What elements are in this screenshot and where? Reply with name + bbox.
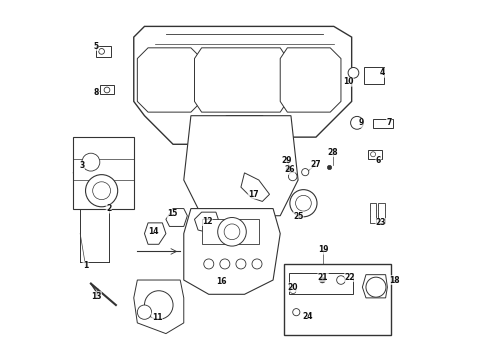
Text: 6: 6 <box>375 156 380 165</box>
Bar <box>378 203 384 223</box>
Circle shape <box>104 87 110 93</box>
Text: 19: 19 <box>317 245 327 254</box>
Circle shape <box>285 167 290 171</box>
Circle shape <box>137 305 151 319</box>
Polygon shape <box>137 48 201 112</box>
Text: 25: 25 <box>292 212 303 221</box>
Bar <box>364 67 383 84</box>
Circle shape <box>288 172 296 181</box>
Text: 7: 7 <box>386 118 391 127</box>
Circle shape <box>93 182 110 200</box>
Circle shape <box>203 259 213 269</box>
Bar <box>283 264 390 336</box>
Circle shape <box>82 153 100 171</box>
Bar <box>372 119 392 128</box>
Text: 8: 8 <box>93 88 99 97</box>
Circle shape <box>144 291 173 319</box>
Text: 24: 24 <box>302 312 313 321</box>
Circle shape <box>350 116 363 129</box>
Text: 2: 2 <box>106 204 111 213</box>
Polygon shape <box>241 173 269 202</box>
Bar <box>73 137 134 208</box>
Circle shape <box>370 152 375 157</box>
Text: 3: 3 <box>79 161 84 170</box>
Text: 20: 20 <box>287 283 297 292</box>
Text: 13: 13 <box>91 292 102 301</box>
Text: 1: 1 <box>83 261 88 270</box>
Bar <box>367 150 381 158</box>
Text: 18: 18 <box>388 275 399 284</box>
Circle shape <box>289 190 316 217</box>
Text: 23: 23 <box>375 219 386 228</box>
Circle shape <box>336 276 345 284</box>
Circle shape <box>295 195 311 211</box>
Circle shape <box>251 259 262 269</box>
Text: 4: 4 <box>379 68 384 77</box>
Circle shape <box>290 288 295 294</box>
Text: 15: 15 <box>167 210 177 219</box>
Text: 28: 28 <box>327 148 338 157</box>
Text: 5: 5 <box>94 41 99 50</box>
Circle shape <box>217 217 246 246</box>
Bar <box>100 85 114 94</box>
Text: 21: 21 <box>317 273 327 282</box>
Polygon shape <box>183 208 280 294</box>
Polygon shape <box>165 208 187 226</box>
Text: 9: 9 <box>358 118 364 127</box>
Text: 10: 10 <box>342 77 353 86</box>
Text: 17: 17 <box>247 190 258 199</box>
Circle shape <box>220 259 229 269</box>
Circle shape <box>292 309 299 316</box>
Circle shape <box>301 168 308 176</box>
Text: 22: 22 <box>344 273 354 282</box>
Bar <box>288 273 353 294</box>
Text: 11: 11 <box>151 313 162 322</box>
Circle shape <box>85 175 118 207</box>
Text: 29: 29 <box>281 156 291 165</box>
Text: 16: 16 <box>216 277 226 286</box>
Polygon shape <box>280 48 340 112</box>
Circle shape <box>99 49 104 54</box>
Circle shape <box>365 277 385 297</box>
Polygon shape <box>194 48 287 112</box>
Circle shape <box>319 277 325 283</box>
Polygon shape <box>194 212 219 234</box>
Polygon shape <box>183 116 298 216</box>
Text: 26: 26 <box>284 166 294 175</box>
Circle shape <box>326 165 331 170</box>
Circle shape <box>224 224 240 240</box>
Circle shape <box>235 259 245 269</box>
Text: 14: 14 <box>148 227 158 236</box>
Circle shape <box>347 67 358 78</box>
Text: 12: 12 <box>202 217 212 226</box>
Bar <box>201 219 258 244</box>
Polygon shape <box>144 223 165 244</box>
Polygon shape <box>134 280 183 334</box>
Polygon shape <box>134 26 351 144</box>
Text: 27: 27 <box>309 161 320 170</box>
Bar <box>369 203 375 223</box>
Polygon shape <box>362 275 386 298</box>
Bar <box>96 46 110 57</box>
